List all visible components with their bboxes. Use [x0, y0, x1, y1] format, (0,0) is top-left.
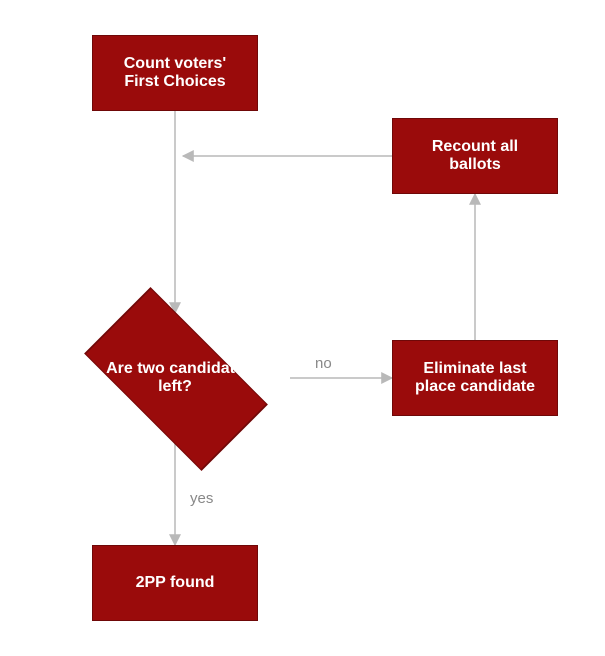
edge-label-no: no	[315, 355, 332, 372]
node-count-first-choices: Count voters'First Choices	[92, 35, 258, 111]
edge-label-yes: yes	[190, 490, 213, 507]
node-recount-ballots: Recount allballots	[392, 118, 558, 194]
node-decision: Are two candidateleft?	[60, 313, 290, 443]
node-2pp-found: 2PP found	[92, 545, 258, 621]
node-eliminate-last: Eliminate lastplace candidate	[392, 340, 558, 416]
